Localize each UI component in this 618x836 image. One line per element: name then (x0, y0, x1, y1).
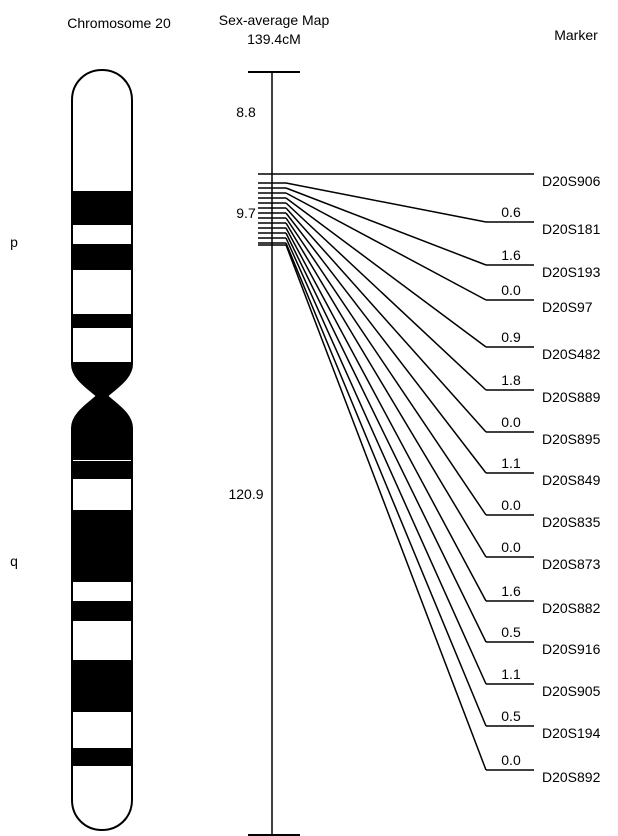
arm-label-p: p (10, 234, 18, 250)
segment-distance-top: 8.8 (236, 104, 256, 120)
chromosome-ideogram (71, 68, 133, 832)
chromosome-header: Chromosome 20 (67, 15, 171, 31)
marker-distance: 0.5 (501, 708, 521, 724)
chromosome-outline (71, 68, 133, 832)
marker-connector (285, 217, 487, 516)
marker-name: D20S892 (542, 769, 601, 785)
marker-ticks (258, 173, 286, 246)
marker-name: D20S482 (542, 346, 601, 362)
segment-distance-cluster: 9.7 (236, 205, 256, 221)
map-header-length: 139.4cM (247, 31, 301, 47)
marker-name: D20S97 (542, 299, 593, 315)
marker-connector (285, 232, 487, 643)
marker-distance: 1.8 (501, 372, 521, 388)
segment-distance-bottom: 120.9 (228, 486, 263, 502)
marker-connector (285, 202, 487, 391)
marker-name: D20S882 (542, 600, 601, 616)
marker-name: D20S889 (542, 389, 601, 405)
marker-name: D20S849 (542, 472, 601, 488)
marker-connector (285, 197, 487, 348)
marker-connector (285, 182, 487, 223)
chromosome-bands (72, 191, 132, 766)
band-q6 (72, 748, 132, 766)
marker-distance: 1.6 (501, 247, 521, 263)
marker-connector (285, 242, 487, 727)
arm-label-q: q (10, 553, 18, 569)
marker-distance: 0.0 (501, 282, 521, 298)
band-q3 (72, 510, 132, 582)
marker-connector (285, 207, 487, 433)
band-q5 (72, 660, 132, 712)
band-p2 (72, 244, 132, 270)
marker-name: D20S905 (542, 683, 601, 699)
marker-connector (285, 192, 487, 301)
marker-distance: 1.1 (501, 455, 521, 471)
marker-connector (285, 237, 487, 685)
marker-name: D20S873 (542, 556, 601, 572)
marker-name: D20S194 (542, 725, 601, 741)
marker-name: D20S916 (542, 641, 601, 657)
marker-distance: 0.9 (501, 329, 521, 345)
band-q1 (72, 440, 132, 460)
map-axis (248, 71, 300, 836)
marker-distance: 1.6 (501, 583, 521, 599)
marker-connector (285, 244, 487, 771)
band-p3 (72, 314, 132, 328)
marker-distance: 0.0 (501, 539, 521, 555)
band-q4 (72, 601, 132, 621)
marker-connector (285, 187, 487, 266)
marker-name: D20S895 (542, 431, 601, 447)
marker-connector (285, 227, 487, 602)
marker-name: D20S906 (542, 173, 601, 189)
marker-distance: 1.1 (501, 666, 521, 682)
marker-header: Marker (554, 27, 598, 43)
band-q2 (72, 461, 132, 479)
marker-connectors (285, 173, 534, 771)
marker-distance: 0.0 (501, 497, 521, 513)
marker-distance: 0.5 (501, 624, 521, 640)
marker-name: D20S181 (542, 221, 601, 237)
marker-distance: 0.0 (501, 752, 521, 768)
marker-name: D20S835 (542, 514, 601, 530)
marker-labels: D20S906 0.6 D20S181 1.6 D20S193 0.0 D20S97 0.9 D… (501, 173, 600, 785)
marker-name: D20S193 (542, 264, 601, 280)
marker-distance: 0.6 (501, 204, 521, 220)
map-header-title: Sex-average Map (219, 12, 330, 28)
marker-connector (285, 212, 487, 474)
marker-distance: 0.0 (501, 414, 521, 430)
marker-connector (285, 222, 487, 558)
band-p1 (72, 191, 132, 225)
